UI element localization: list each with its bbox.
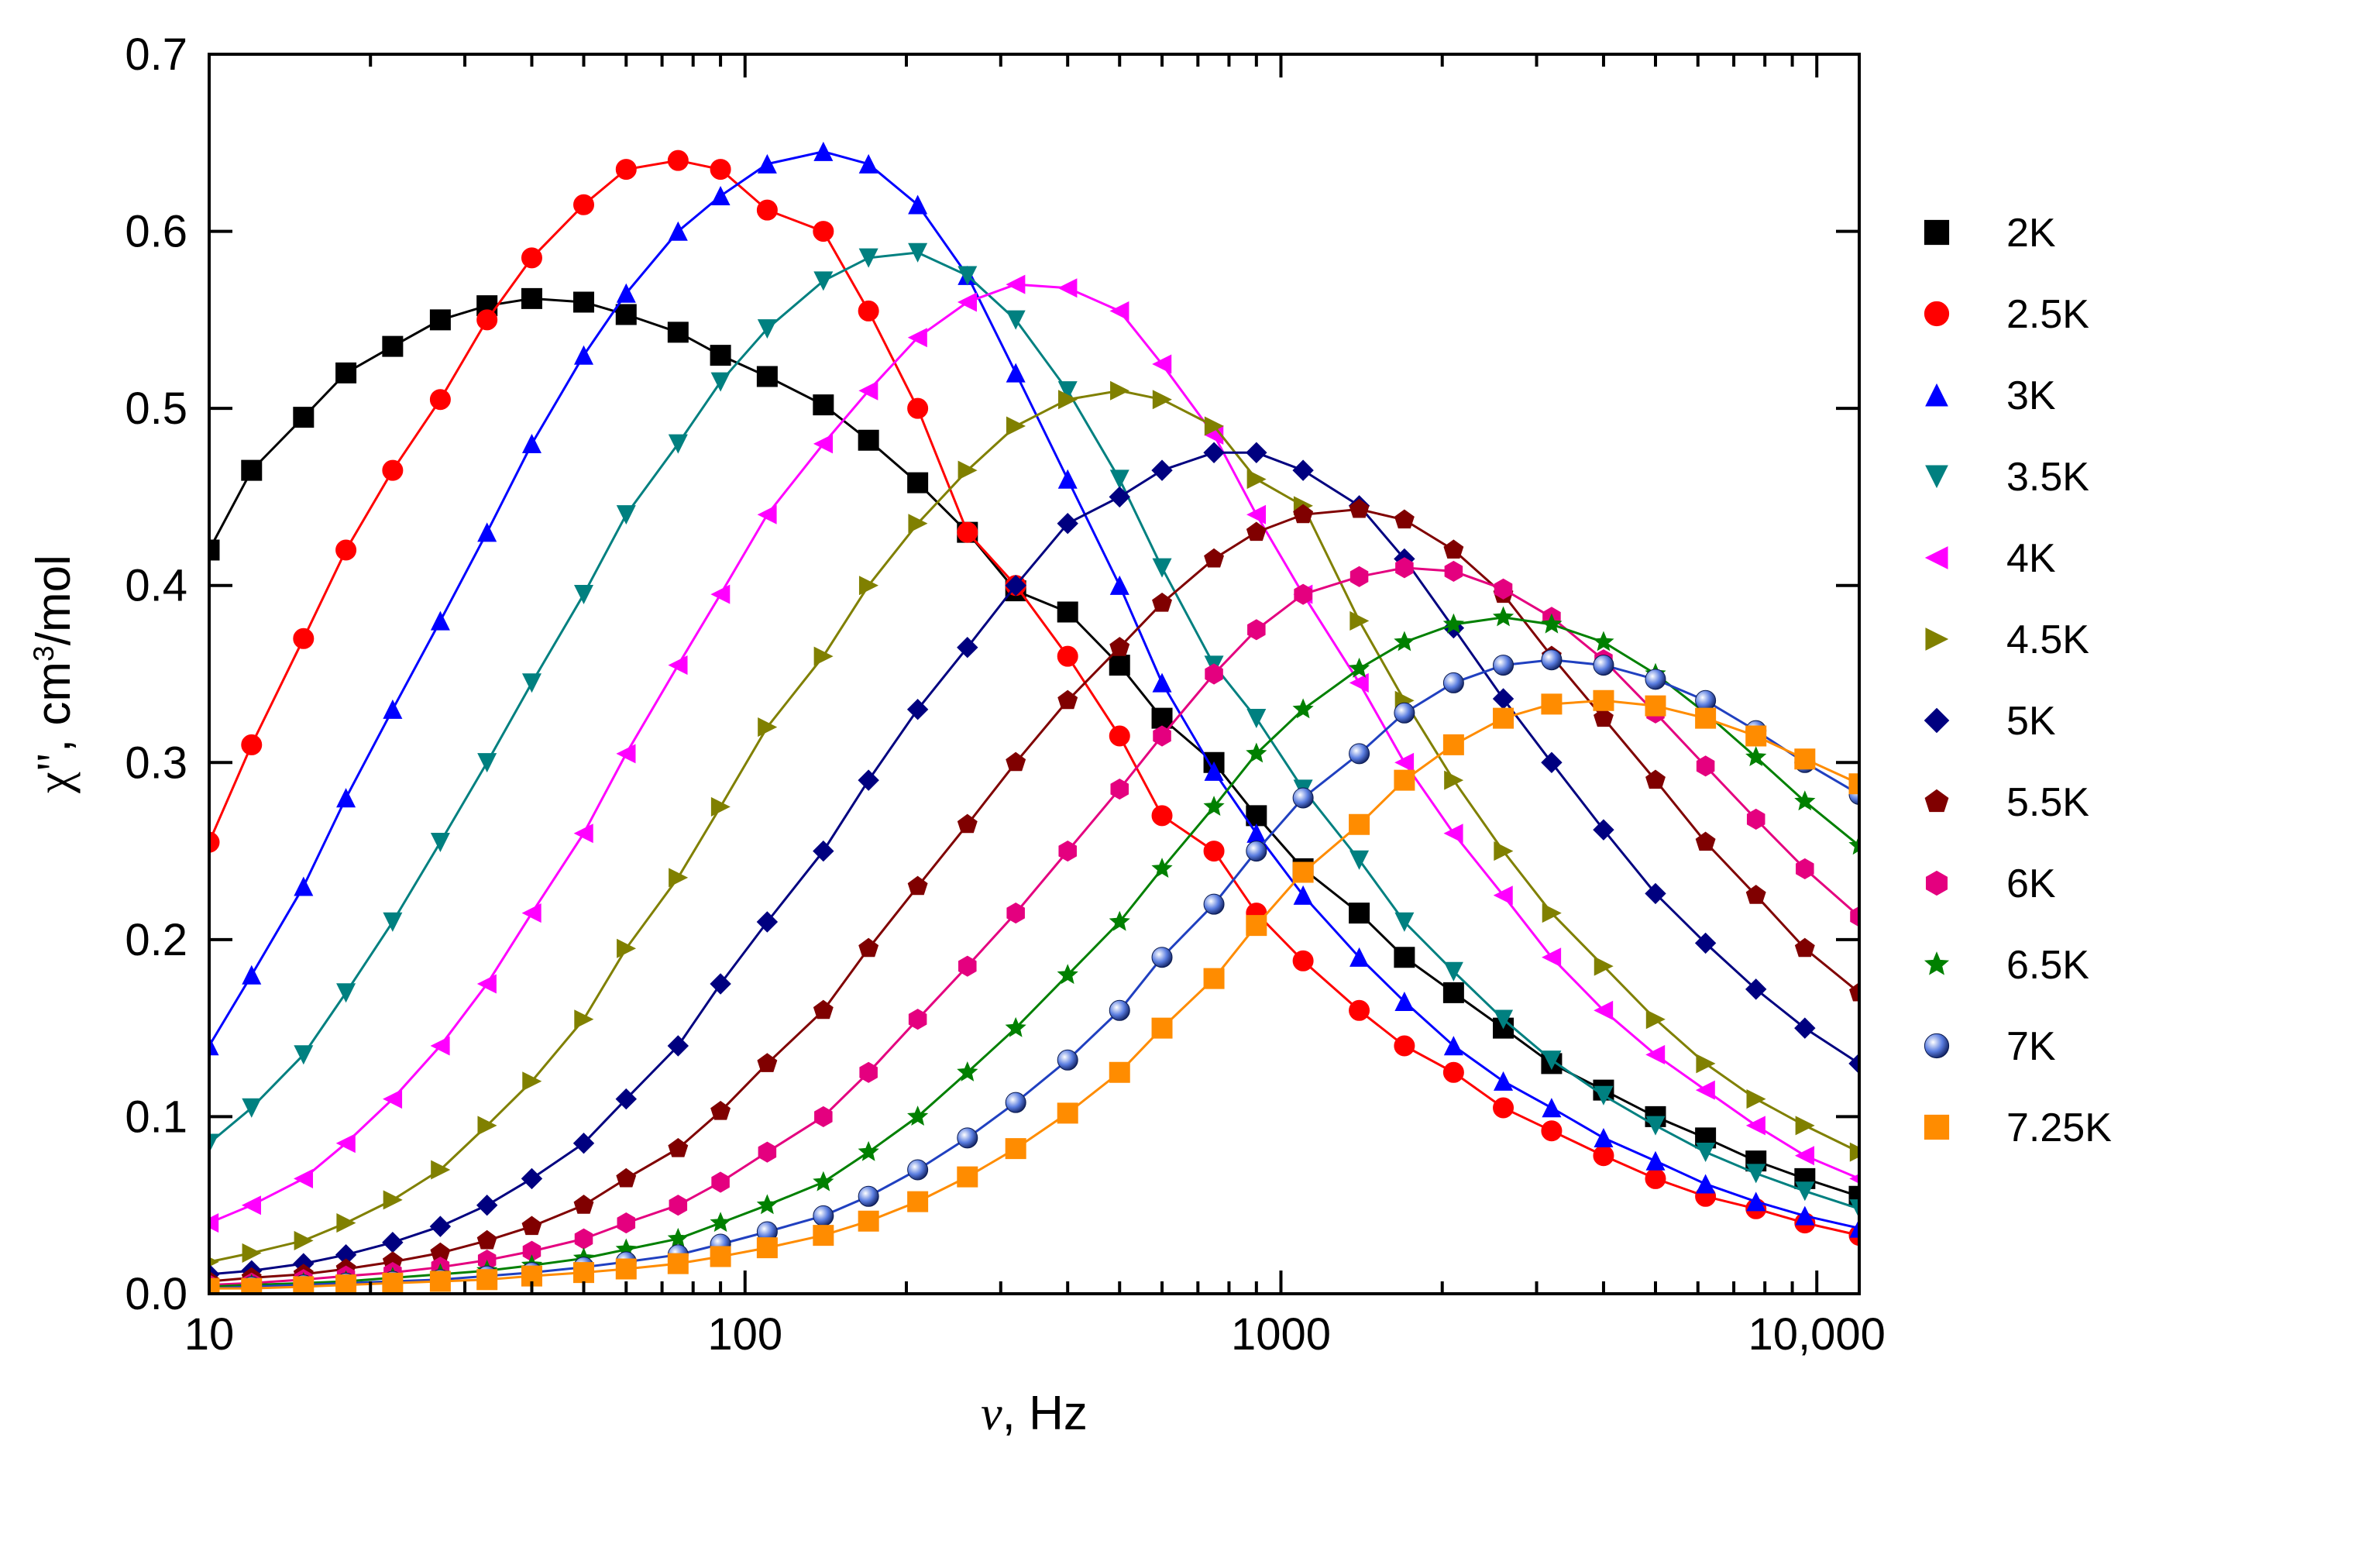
x-tick-label: 10 [184,1309,235,1360]
y-tick-label: 0.2 [125,915,187,965]
y-axis-label: χ", cm3/mol [27,555,81,794]
x-tick-label: 1000 [1231,1309,1331,1360]
y-tick-label: 0.5 [125,383,187,434]
x-tick-label: 10,000 [1748,1309,1886,1360]
y-tick-label: 0.7 [125,29,187,80]
legend-label: 5.5K [2006,780,2089,825]
legend-label: 5K [2006,699,2056,744]
y-tick-label: 0.0 [125,1269,187,1319]
y-tick-label: 0.4 [125,561,187,611]
y-tick-label: 0.1 [125,1092,187,1142]
legend-label: 7.25K [2006,1106,2112,1150]
legend-label: 6K [2006,861,2056,906]
y-tick-label: 0.3 [125,738,187,788]
x-axis-label: ν, Hz [981,1387,1088,1440]
legend-label: 7K [2006,1024,2056,1069]
legend-label: 6.5K [2006,943,2089,988]
ac-susceptibility-chart: 10 100 1000 10,000 0.0 0.1 0.2 0.3 0.4 0.5 0.6 0.7 ν… [0,0,2362,1568]
legend-label: 3K [2006,373,2056,418]
legend-label: 2.5K [2006,292,2089,337]
legend-label: 3.5K [2006,455,2089,500]
legend-label: 4.5K [2006,617,2089,662]
y-tick-label: 0.6 [125,207,187,257]
legend-label: 2K [2006,211,2056,256]
legend-label: 4K [2006,536,2056,581]
x-tick-label: 100 [707,1309,782,1360]
